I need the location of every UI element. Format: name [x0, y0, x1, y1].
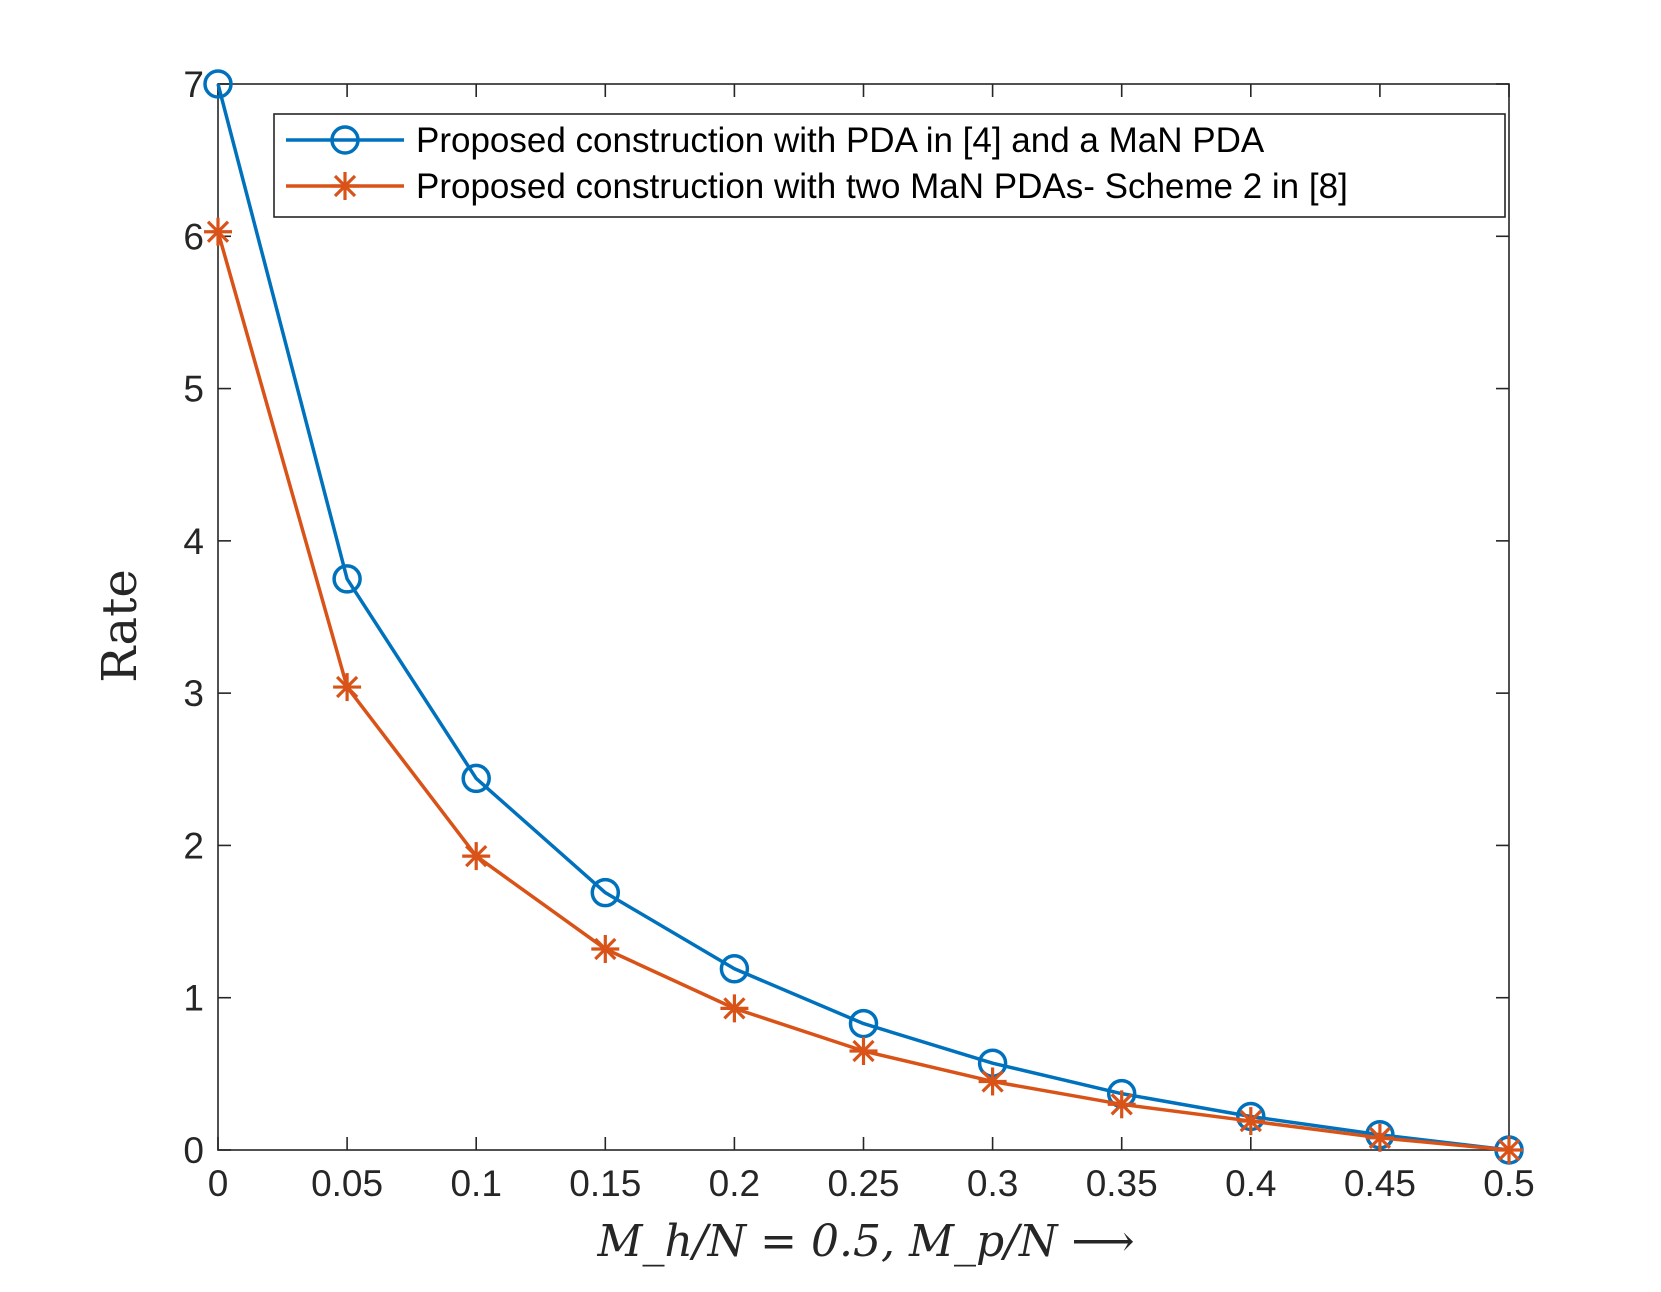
data-point-s2-0 [204, 217, 232, 246]
y-tick-label: 2 [183, 825, 204, 866]
x-tick-label: 0.45 [1344, 1163, 1416, 1204]
data-point-s2-8 [1236, 1107, 1265, 1136]
x-tick-label: 0.3 [967, 1163, 1018, 1204]
y-tick-label: 4 [183, 521, 204, 562]
data-point-s2-4 [720, 994, 749, 1023]
data-point-s2-7 [1107, 1090, 1136, 1119]
data-point-s2-3 [591, 934, 620, 963]
legend: Proposed construction with PDA in [4] an… [273, 113, 1506, 218]
y-tick-label: 1 [183, 978, 204, 1019]
legend-label-1: Proposed construction with PDA in [4] an… [416, 121, 1265, 160]
x-tick-label: 0.05 [311, 1163, 383, 1204]
legend-marker-1 [330, 125, 360, 155]
data-point-s2-9 [1365, 1123, 1394, 1152]
y-tick-label: 3 [183, 673, 204, 714]
x-tick-label: 0 [208, 1163, 229, 1204]
x-tick-label: 0.1 [450, 1163, 501, 1204]
data-point-s1-1 [332, 564, 362, 594]
x-tick-label: 0.25 [827, 1163, 899, 1204]
x-tick-label: 0.4 [1225, 1163, 1276, 1204]
legend-box [273, 113, 1506, 218]
x-tick-label: 0.35 [1086, 1163, 1158, 1204]
data-point-s2-6 [978, 1067, 1007, 1096]
data-point-s1-5 [848, 1008, 879, 1039]
data-point-s2-2 [462, 842, 491, 871]
y-tick-label: 6 [183, 216, 204, 257]
y-tick-label: 0 [183, 1130, 204, 1171]
legend-marker-2 [331, 172, 359, 200]
data-point-s2-5 [849, 1037, 878, 1066]
y-tick-label: 5 [183, 369, 204, 410]
y-tick-label: 7 [183, 64, 204, 105]
y-axis-label: Rate [92, 569, 148, 683]
data-point-s1-3 [590, 877, 621, 908]
data-point-s1-4 [719, 954, 750, 984]
legend-label-2: Proposed construction with two MaN PDAs-… [416, 167, 1348, 206]
data-point-s1-2 [461, 763, 491, 794]
x-tick-label: 0.5 [1483, 1163, 1534, 1204]
x-axis-label: M_h/N = 0.5, M_p/N ⟶ [596, 1216, 1134, 1267]
axes: 0 0.05 0.1 0.15 0.2 0.25 0.3 0.35 0.4 0.45 0.5 0 1 2 3… [183, 64, 1534, 1204]
series-layer [203, 69, 1524, 1165]
series-line-1 [216, 83, 1510, 1152]
x-tick-label: 0.2 [709, 1163, 760, 1204]
data-point-s2-10 [1495, 1136, 1523, 1164]
x-tick-label: 0.15 [569, 1163, 641, 1204]
data-point-s1-0 [203, 69, 233, 99]
data-point-s2-1 [333, 673, 362, 702]
